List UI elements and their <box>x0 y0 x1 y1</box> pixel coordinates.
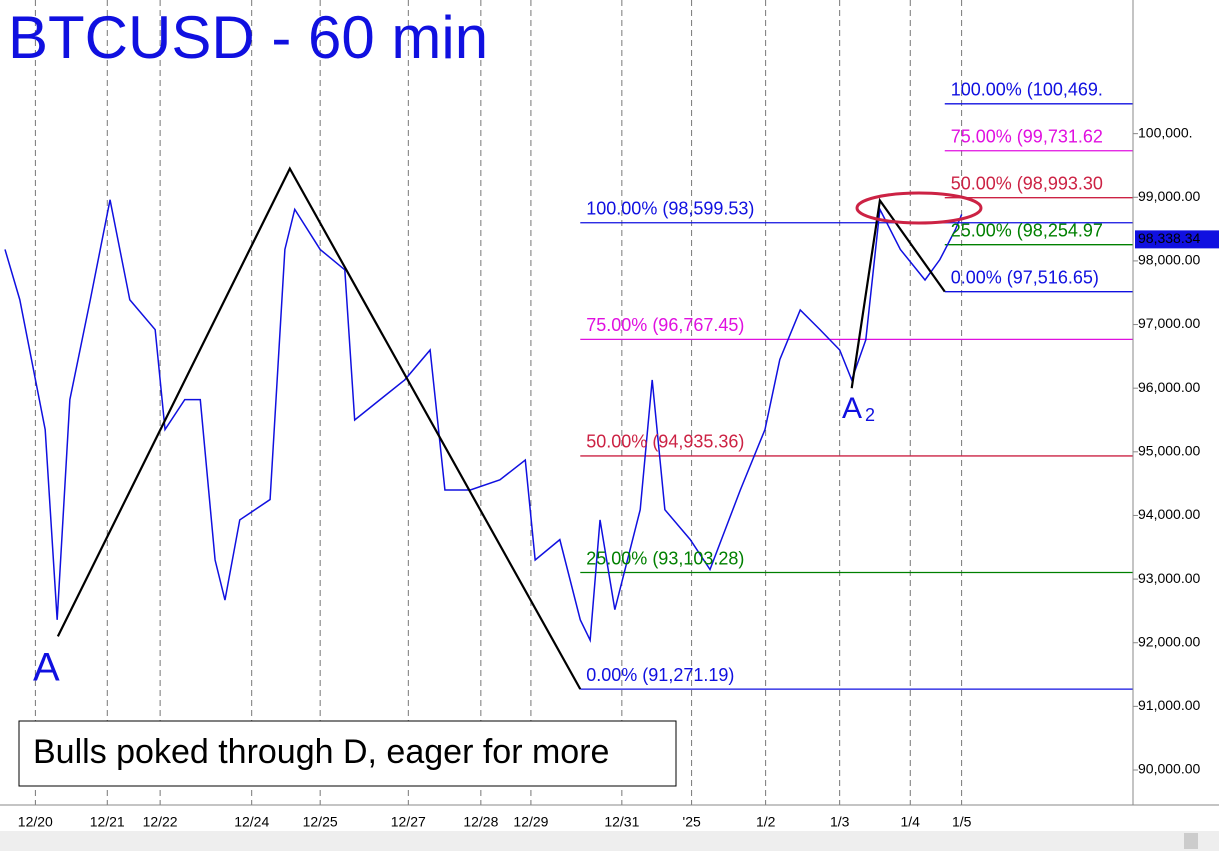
y-tick-label: 95,000.00 <box>1138 443 1200 459</box>
y-tick-label: 94,000.00 <box>1138 506 1200 522</box>
fib-label: 0.00% (97,516.65) <box>951 267 1099 287</box>
y-tick-label: 98,000.00 <box>1138 252 1200 268</box>
x-tick-label: 12/28 <box>463 814 498 830</box>
pattern-line <box>56 166 946 690</box>
y-tick-label: 92,000.00 <box>1138 633 1200 649</box>
scrollbar[interactable] <box>0 831 1219 851</box>
fib-label: 50.00% (94,935.36) <box>586 432 744 452</box>
fib-label: 75.00% (96,767.45) <box>586 315 744 335</box>
fib-label: 75.00% (99,731.62 <box>951 126 1103 146</box>
y-tick-label: 99,000.00 <box>1138 188 1200 204</box>
fib-label: 100.00% (100,469. <box>951 80 1103 100</box>
highlight-ellipse <box>855 191 983 225</box>
point-label: A <box>33 646 60 690</box>
y-tick-label: 91,000.00 <box>1138 697 1200 713</box>
x-tick-label: 1/4 <box>900 814 920 830</box>
x-tick-label: 12/24 <box>234 814 269 830</box>
x-tick-label: 12/20 <box>18 814 53 830</box>
price-line <box>4 199 963 643</box>
x-tick-label: 12/25 <box>303 814 338 830</box>
x-tick-label: 12/22 <box>143 814 178 830</box>
scrollbar-thumb[interactable] <box>1184 833 1198 849</box>
y-tick-label: 100,000. <box>1138 124 1193 140</box>
x-tick-label: 12/21 <box>90 814 125 830</box>
fib-label: 0.00% (91,271.19) <box>586 665 734 685</box>
y-tick-label: 96,000.00 <box>1138 379 1200 395</box>
x-tick-label: 12/27 <box>391 814 426 830</box>
fib-label: 50.00% (98,993.30 <box>951 173 1103 193</box>
last-price-label: 98,338.34 <box>1138 230 1200 246</box>
x-tick-label: 1/5 <box>952 814 972 830</box>
point-label-subscript: 2 <box>865 405 875 425</box>
x-tick-label: 12/29 <box>513 814 548 830</box>
y-tick-label: 97,000.00 <box>1138 315 1200 331</box>
last-price-tag <box>1135 230 1219 249</box>
fib-label: 100.00% (98,599.53) <box>586 199 754 219</box>
point-label: A <box>842 392 862 425</box>
fib-label: 25.00% (98,254.97 <box>951 220 1103 240</box>
y-tick-label: 90,000.00 <box>1138 761 1200 777</box>
note-box <box>18 720 677 787</box>
x-tick-label: '25 <box>683 814 701 830</box>
x-tick-label: 1/3 <box>830 814 850 830</box>
note: Bulls poked through D, eager for more <box>33 733 609 771</box>
chart-title: BTCUSD - 60 min <box>8 4 488 71</box>
x-tick-label: 1/2 <box>756 814 776 830</box>
x-tick-label: 12/31 <box>604 814 639 830</box>
y-tick-label: 93,000.00 <box>1138 570 1200 586</box>
fib-label: 25.00% (93,103.28) <box>586 548 744 568</box>
